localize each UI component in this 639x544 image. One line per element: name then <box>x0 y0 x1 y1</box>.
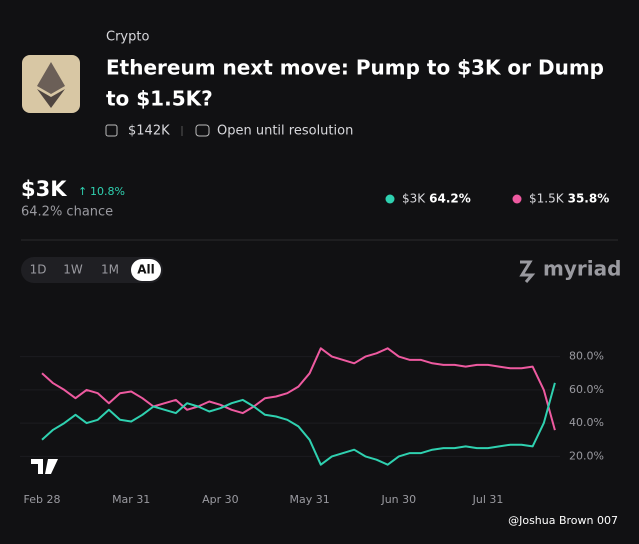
y-tick-label: 60.0% <box>569 383 604 396</box>
x-tick-label: Feb 28 <box>24 493 61 506</box>
chance: 64.2% chance <box>21 205 113 220</box>
price: $3K <box>21 177 67 201</box>
legend-name: $3K <box>402 192 426 206</box>
title: to $1.5K? <box>106 87 213 111</box>
x-tick-label: Apr 30 <box>202 493 239 506</box>
y-tick-label: 80.0% <box>569 350 604 363</box>
y-tick-label: 40.0% <box>569 416 604 429</box>
legend-chance: 64.2% <box>429 192 471 206</box>
volume: $142K <box>128 124 170 139</box>
x-tick-label: Jun 30 <box>380 493 416 506</box>
range-tab-active <box>131 259 161 281</box>
x-tick-label: Jul 31 <box>472 493 504 506</box>
category: Crypto <box>106 30 149 45</box>
range-tabs <box>21 257 163 283</box>
eth-bottom <box>37 89 65 108</box>
change-arrow: ↑ <box>78 185 87 198</box>
series-line <box>41 347 556 431</box>
range-tab[interactable]: 1D <box>30 263 47 277</box>
brand-mark <box>519 260 536 283</box>
range-tab[interactable]: 1M <box>101 263 119 277</box>
change: 10.8% <box>90 185 125 198</box>
range-tab[interactable]: 1W <box>63 263 83 277</box>
series-line <box>41 382 556 466</box>
watermark: @Joshua Brown 007 <box>508 514 618 527</box>
status-icon <box>195 124 210 137</box>
title: Ethereum next move: Pump to $3K or Dump <box>106 56 604 80</box>
legend-dot <box>385 194 395 204</box>
x-tick-label: May 31 <box>289 493 329 506</box>
volume-icon <box>105 124 118 137</box>
legend-name: $1.5K <box>529 192 565 206</box>
tv-mark <box>31 459 58 474</box>
legend-dot <box>512 194 522 204</box>
eth-top <box>37 62 65 94</box>
range-tab[interactable]: All <box>137 263 155 277</box>
tv-logo <box>31 459 58 474</box>
legend-chance: 35.8% <box>568 192 610 206</box>
brand: myriad <box>543 257 621 281</box>
x-tick-label: Mar 31 <box>112 493 150 506</box>
brand-logo: myriad <box>519 257 621 283</box>
status: Open until resolution <box>217 124 353 139</box>
y-tick-label: 20.0% <box>569 449 604 462</box>
